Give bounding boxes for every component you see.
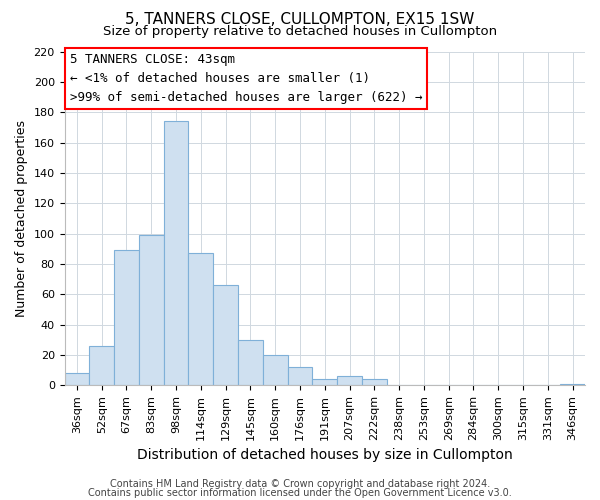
Bar <box>238 340 263 386</box>
Bar <box>263 355 287 386</box>
Bar <box>188 254 213 386</box>
Bar <box>287 367 313 386</box>
Text: Contains HM Land Registry data © Crown copyright and database right 2024.: Contains HM Land Registry data © Crown c… <box>110 479 490 489</box>
Y-axis label: Number of detached properties: Number of detached properties <box>15 120 28 317</box>
Bar <box>337 376 362 386</box>
Bar <box>89 346 114 386</box>
Text: Size of property relative to detached houses in Cullompton: Size of property relative to detached ho… <box>103 25 497 38</box>
Bar <box>313 379 337 386</box>
Bar <box>164 122 188 386</box>
Bar <box>114 250 139 386</box>
Text: Contains public sector information licensed under the Open Government Licence v3: Contains public sector information licen… <box>88 488 512 498</box>
X-axis label: Distribution of detached houses by size in Cullompton: Distribution of detached houses by size … <box>137 448 512 462</box>
Text: 5 TANNERS CLOSE: 43sqm
← <1% of detached houses are smaller (1)
>99% of semi-det: 5 TANNERS CLOSE: 43sqm ← <1% of detached… <box>70 53 422 104</box>
Text: 5, TANNERS CLOSE, CULLOMPTON, EX15 1SW: 5, TANNERS CLOSE, CULLOMPTON, EX15 1SW <box>125 12 475 28</box>
Bar <box>139 235 164 386</box>
Bar <box>362 379 387 386</box>
Bar <box>65 373 89 386</box>
Bar <box>560 384 585 386</box>
Bar <box>213 285 238 386</box>
